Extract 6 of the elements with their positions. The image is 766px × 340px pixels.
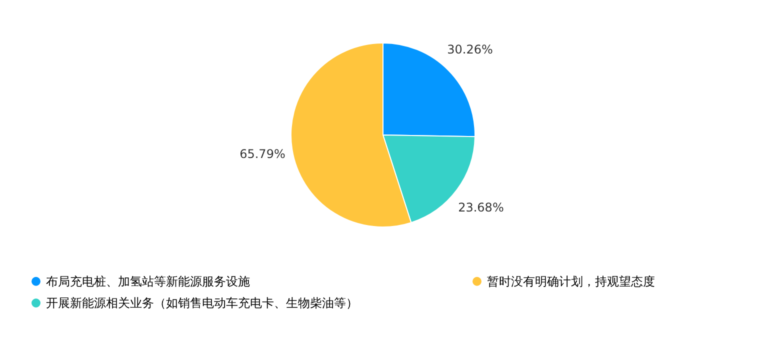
legend-label: 暂时没有明确计划，持观望态度 bbox=[487, 274, 655, 288]
data-label: 23.68% bbox=[458, 200, 504, 215]
data-label: 65.79% bbox=[240, 146, 286, 161]
legend-label: 布局充电桩、加氢站等新能源服务设施 bbox=[46, 274, 250, 288]
data-label: 30.26% bbox=[447, 42, 493, 56]
legend-label: 开展新能源相关业务（如销售电动车充电卡、生物柴油等） bbox=[46, 296, 358, 310]
